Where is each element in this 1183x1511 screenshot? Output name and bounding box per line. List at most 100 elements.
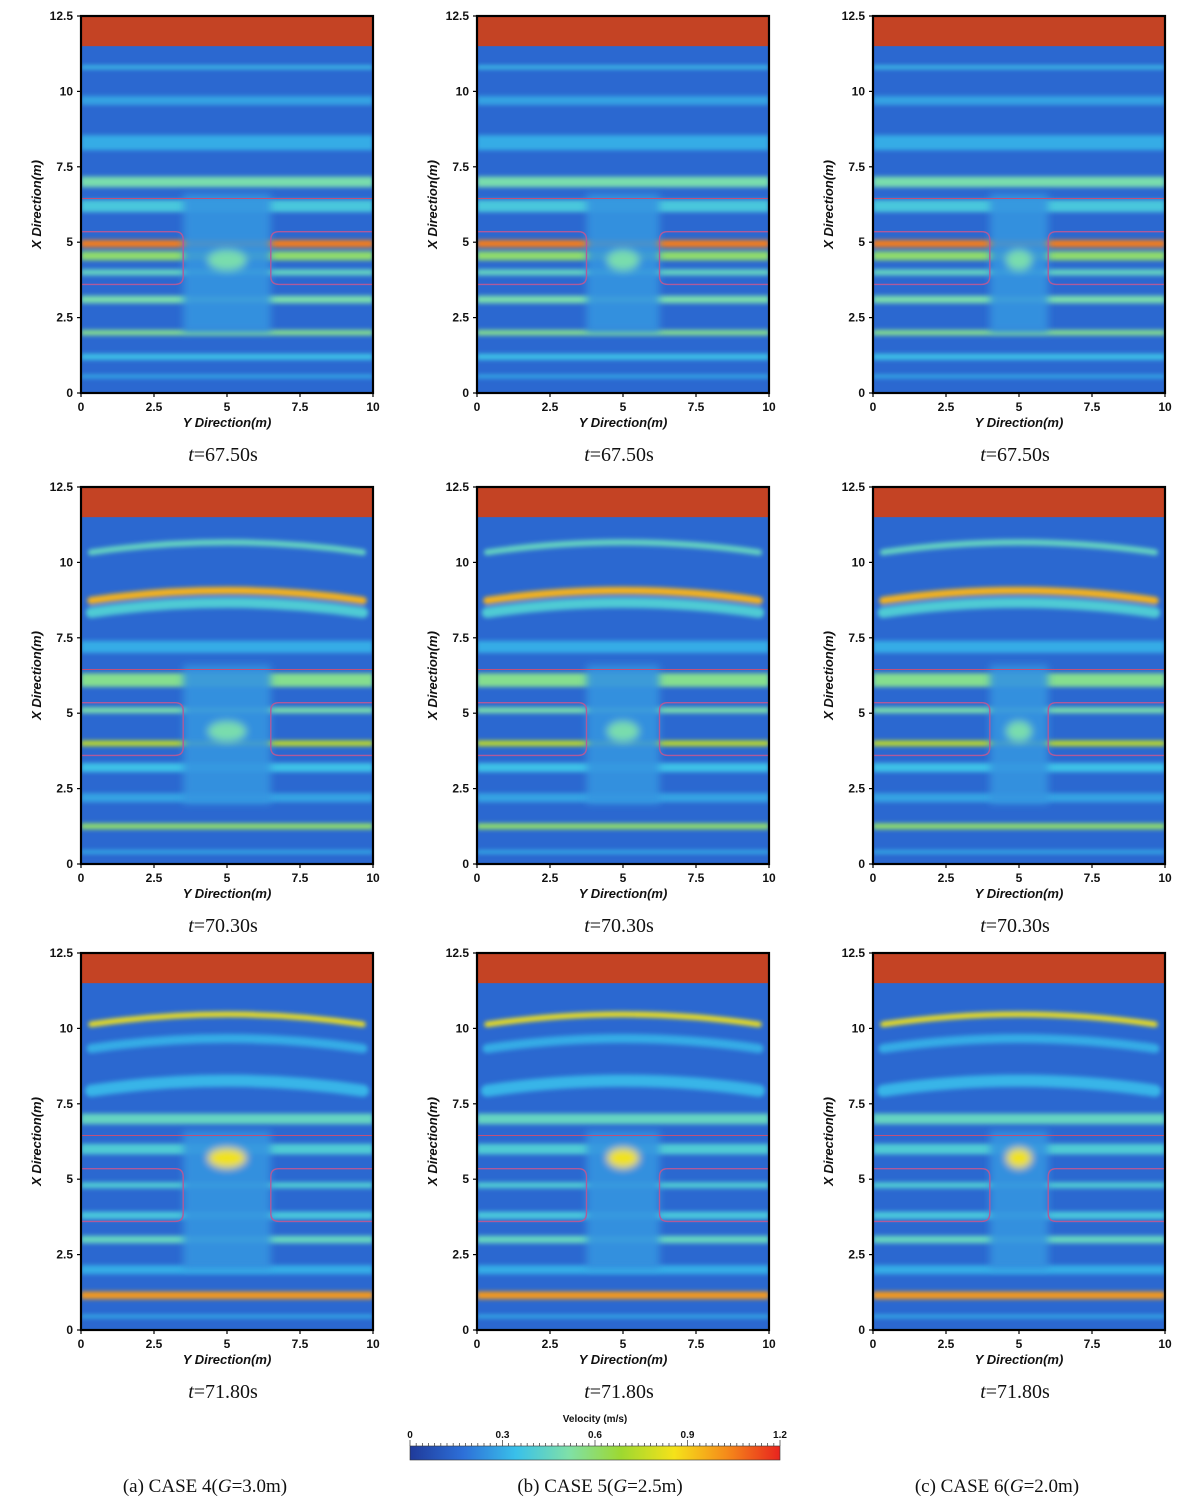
x-tick-label: 5 [620, 400, 627, 414]
y-tick-label: 10 [852, 555, 866, 569]
time-value: =67.50s [986, 444, 1050, 466]
colorbar: Velocity (m/s) 0 0.3 0.6 0.9 1.2 [407, 1414, 787, 1461]
velocity-band [873, 850, 1165, 854]
velocity-band [873, 135, 1165, 151]
x-tick-label: 7.5 [688, 400, 705, 414]
x-axis-title: Y Direction(m) [183, 415, 272, 430]
time-label: t=67.50s [584, 444, 654, 466]
x-tick-label: 2.5 [542, 1337, 559, 1351]
top-high-velocity-strip [477, 16, 769, 47]
y-tick-label: 5 [462, 1172, 469, 1186]
y-tick-label: 2.5 [56, 311, 73, 325]
velocity-field [873, 953, 1165, 1330]
x-tick-label: 0 [870, 1337, 877, 1351]
case-label: (b) CASE 5(G=2.5m) [517, 1476, 682, 1497]
x-tick-label: 5 [224, 400, 231, 414]
breakwater-outline [1047, 701, 1165, 757]
velocity-band [81, 374, 373, 379]
x-tick-label: 2.5 [542, 400, 559, 414]
x-tick-label: 5 [620, 871, 627, 885]
time-value: =70.30s [194, 915, 258, 937]
x-tick-label: 0 [474, 871, 481, 885]
velocity-field [873, 487, 1165, 864]
y-tick-label: 12.5 [842, 9, 866, 23]
x-axis-title: Y Direction(m) [183, 886, 272, 901]
breakwater-outline [270, 1167, 373, 1223]
x-axis-title: Y Direction(m) [975, 1352, 1064, 1367]
y-tick-label: 2.5 [848, 782, 865, 796]
x-tick-label: 10 [762, 871, 776, 885]
colorbar-tick-label: 0 [407, 1430, 413, 1441]
time-label: t=71.80s [980, 1381, 1050, 1403]
y-tick-label: 12.5 [842, 480, 866, 494]
y-tick-label: 0 [462, 857, 469, 871]
velocity-band [477, 374, 769, 379]
velocity-band [81, 176, 373, 188]
time-label: t=70.30s [980, 915, 1050, 937]
gap-jet [606, 1148, 640, 1169]
breakwater-outline [81, 701, 184, 757]
time-symbol: t [584, 1381, 590, 1403]
panel-r3-c2: 0 2.5 5 7.5 10 0 2.5 5 7.5 10 12.5 Y Direction(m) X … [425, 946, 776, 1403]
breakwater-outline [477, 230, 588, 286]
x-tick-label: 10 [762, 400, 776, 414]
y-axis-title: X Direction(m) [425, 631, 440, 721]
y-tick-label: 12.5 [446, 946, 470, 960]
top-high-velocity-strip [873, 953, 1165, 984]
y-tick-label: 5 [462, 235, 469, 249]
gap-symbol: G [613, 1476, 627, 1497]
x-axis-title: Y Direction(m) [579, 415, 668, 430]
velocity-band [873, 823, 1165, 830]
time-symbol: t [980, 444, 986, 466]
velocity-band [477, 640, 769, 653]
y-tick-label: 12.5 [446, 9, 470, 23]
time-label: t=70.30s [188, 915, 258, 937]
breakwater-outline [873, 230, 991, 286]
x-tick-label: 5 [1016, 400, 1023, 414]
x-tick-label: 10 [366, 1337, 380, 1351]
velocity-band [481, 597, 765, 618]
colorbar-gradient [409, 1445, 781, 1461]
velocity-field [477, 16, 769, 393]
gap-jet [606, 250, 640, 271]
y-tick-label: 2.5 [452, 1248, 469, 1262]
velocity-field [81, 953, 373, 1330]
velocity-band [81, 65, 373, 70]
velocity-band [873, 65, 1165, 70]
time-symbol: t [188, 915, 194, 937]
time-symbol: t [980, 915, 986, 937]
y-tick-label: 7.5 [452, 631, 469, 645]
y-tick-label: 5 [858, 706, 865, 720]
x-axis-title: Y Direction(m) [579, 886, 668, 901]
panel-r3-c3: 0 2.5 5 7.5 10 0 2.5 5 7.5 10 12.5 Y Direction(m) X … [821, 946, 1172, 1403]
case-name: (a) CASE 4( [123, 1476, 218, 1497]
x-tick-label: 10 [1158, 400, 1172, 414]
time-symbol: t [188, 444, 194, 466]
time-symbol: t [188, 1381, 194, 1403]
time-value: =71.80s [986, 1381, 1050, 1403]
velocity-band [477, 1291, 769, 1300]
top-high-velocity-strip [81, 487, 373, 518]
velocity-band [87, 586, 367, 605]
gap-jet [207, 250, 247, 271]
y-tick-label: 5 [858, 235, 865, 249]
y-tick-label: 7.5 [56, 160, 73, 174]
x-tick-label: 7.5 [1084, 400, 1101, 414]
y-tick-label: 5 [858, 1172, 865, 1186]
y-axis-title: X Direction(m) [425, 160, 440, 250]
y-tick-label: 12.5 [50, 480, 74, 494]
velocity-band [873, 1291, 1165, 1300]
x-tick-label: 5 [224, 871, 231, 885]
panel-r1-c3: 0 2.5 5 7.5 10 0 2.5 5 7.5 10 12.5 Y Direction(m) X … [821, 9, 1172, 466]
y-axis-title: X Direction(m) [425, 1097, 440, 1187]
y-tick-label: 10 [852, 1021, 866, 1035]
x-tick-label: 0 [870, 400, 877, 414]
velocity-band [879, 586, 1159, 605]
panel-r1-c2: 0 2.5 5 7.5 10 0 2.5 5 7.5 10 12.5 Y Direction(m) X … [425, 9, 776, 466]
x-axis-title: Y Direction(m) [975, 886, 1064, 901]
case-label: (c) CASE 6(G=2.0m) [915, 1476, 1079, 1497]
y-tick-label: 2.5 [848, 1248, 865, 1262]
velocity-band [880, 1011, 1158, 1028]
velocity-band [81, 1113, 373, 1125]
